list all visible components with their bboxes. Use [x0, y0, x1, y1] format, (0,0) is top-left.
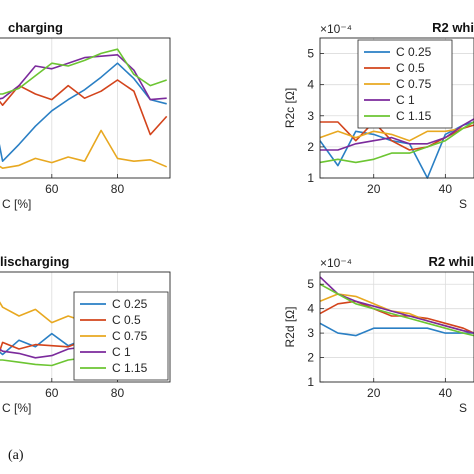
legend-entry-label: C 1.15	[112, 361, 148, 375]
legend-entry-label: C 0.25	[396, 45, 432, 59]
x-axis-label: C [%]	[2, 401, 31, 415]
x-tick-label: 80	[111, 386, 125, 400]
chart-r1_charging: 60 80 charging C [%]	[0, 20, 171, 211]
y-tick-label: 3	[307, 109, 314, 123]
legend-entry-label: C 0.75	[112, 329, 148, 343]
axes-frame	[0, 271, 171, 383]
y-tick-label: 4	[307, 78, 314, 92]
chart-r2_discharging: 20 40 1 2 3 4 5 ×10⁻⁴ R2 whil S R2d [Ω]	[283, 254, 474, 415]
y-tick-label: 2	[307, 140, 314, 154]
plot-area	[0, 38, 170, 178]
figure-caption: (a)	[8, 448, 24, 463]
y-axis-label: R2c [Ω]	[283, 88, 297, 128]
y-exponent-label: ×10⁻⁴	[320, 256, 352, 270]
series-line-c-0-75	[0, 129, 168, 169]
y-tick-label: 2	[307, 351, 314, 365]
x-tick-label: 60	[45, 386, 59, 400]
series-line-c-1-15	[319, 283, 474, 337]
x-tick-label: 80	[111, 182, 125, 196]
legend-entry-label: C 0.5	[112, 313, 141, 327]
y-exponent-label: ×10⁻⁴	[320, 22, 352, 36]
y-tick-label: 3	[307, 326, 314, 340]
series-line-c-1-15	[319, 121, 474, 164]
axes-frame	[0, 37, 171, 179]
legend-entry-label: C 1	[112, 345, 131, 359]
x-tick-label: 40	[439, 182, 453, 196]
x-axis-label: S	[459, 197, 467, 211]
chart-title: charging	[8, 20, 63, 35]
y-tick-label: 1	[307, 171, 314, 185]
chart-title: R2 whi	[432, 20, 474, 35]
y-tick-label: 4	[307, 302, 314, 316]
y-tick-label: 1	[307, 375, 314, 389]
series-line-c-0-25	[319, 322, 474, 337]
legend: C 0.25 C 0.5 C 0.75 C 1 C 1.15	[73, 291, 169, 381]
chart-title: R2 whil	[428, 254, 474, 269]
chart-r1_discharging: 60 80 lischarging C [%] C 0.25 C 0.5 C 0.75 C 1…	[0, 254, 171, 415]
legend-entry-label: C 1	[396, 93, 415, 107]
x-tick-label: 20	[367, 182, 381, 196]
x-tick-label: 40	[439, 386, 453, 400]
series-line-c-0-25	[0, 62, 167, 162]
legend-entry-label: C 0.25	[112, 297, 148, 311]
legend-entry-label: C 1.15	[396, 109, 432, 123]
y-axis-label: R2d [Ω]	[283, 307, 297, 348]
legend: C 0.25 C 0.5 C 0.75 C 1 C 1.15	[357, 39, 453, 129]
series-line-c-1	[0, 53, 167, 101]
series-line-c-1	[320, 118, 474, 151]
x-tick-label: 60	[45, 182, 59, 196]
axes-frame	[319, 271, 474, 383]
legend-entry-label: C 0.5	[396, 61, 425, 75]
series-line-c-1-15	[0, 48, 167, 95]
x-axis-label: C [%]	[2, 197, 31, 211]
y-tick-label: 5	[307, 277, 314, 291]
chart-title: lischarging	[0, 254, 69, 269]
series-line-c-1	[319, 276, 474, 334]
legend-entry-label: C 0.75	[396, 77, 432, 91]
figure-caption-holder: (a)	[8, 448, 24, 464]
x-axis-label: S	[459, 401, 467, 415]
series-line-c-0-5	[320, 121, 474, 151]
axes-frame	[319, 37, 474, 179]
series-line-c-0-75	[319, 121, 474, 142]
y-tick-label: 5	[307, 47, 314, 61]
x-tick-label: 20	[367, 386, 381, 400]
